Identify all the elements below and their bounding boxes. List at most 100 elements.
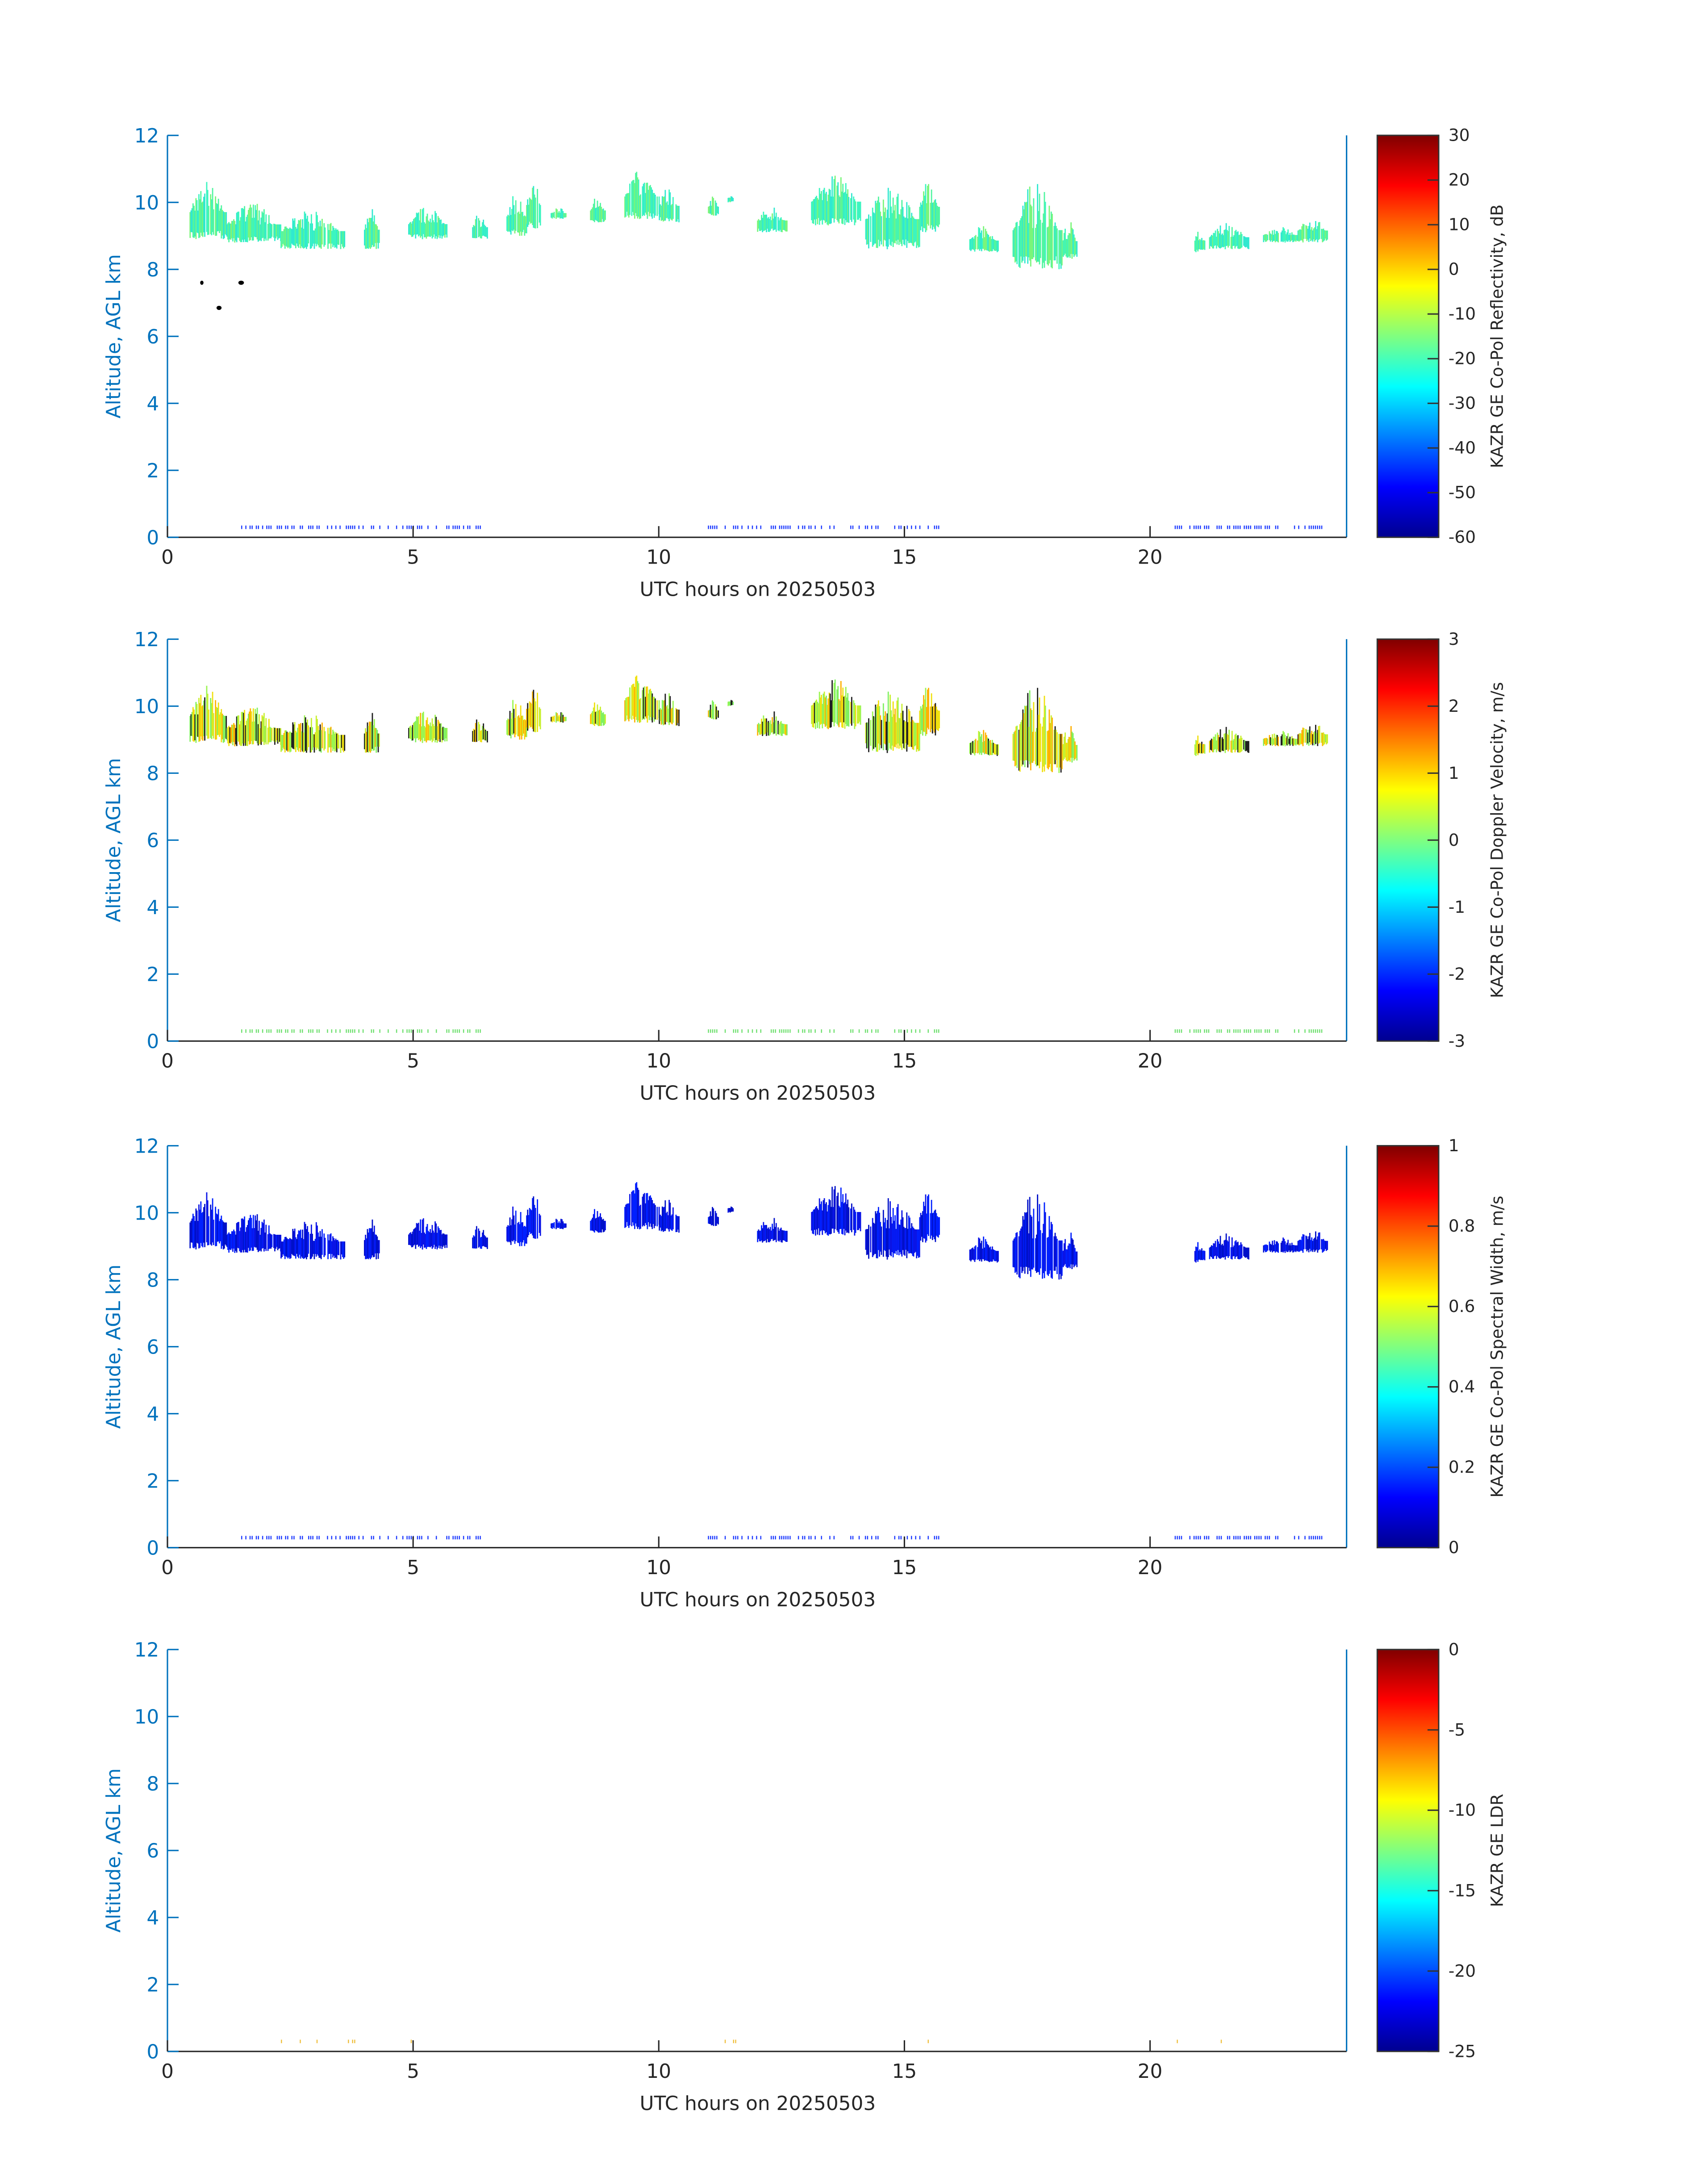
surface-clutter [1317,1536,1318,1540]
surface-clutter [1220,1536,1222,1540]
cloud-echo [245,1232,246,1253]
colorbar [1376,134,1440,538]
cloud-echo [890,1217,892,1257]
surface-clutter [350,525,351,529]
cloud-echo [1195,236,1197,252]
cloud-echo [1232,1247,1234,1257]
cloud-echo [1274,234,1276,242]
surface-clutter [1235,525,1237,529]
cloud-echo [909,1217,910,1254]
cloud-echo [598,206,600,222]
cloud-echo [261,715,263,742]
cloud-echo [591,1219,593,1231]
black-marker [200,280,204,285]
y-tick-label: 10 [134,695,159,718]
cloud-echo [889,1201,891,1255]
surface-clutter [446,1029,447,1033]
cloud-echo [211,703,213,739]
cloud-echo [928,1194,929,1236]
cloud-echo [866,1229,868,1255]
cloud-echo [207,694,209,739]
surface-clutter [1256,525,1257,529]
cloud-echo [425,1234,426,1248]
surface-clutter [1258,1536,1260,1540]
cloud-echo [487,1237,488,1249]
cloud-echo [973,238,975,250]
cloud-echo [939,207,940,225]
cloud-echo [1072,229,1074,255]
cloud-echo [731,700,733,705]
cloud-echo [248,1220,249,1248]
surface-clutter [821,1536,822,1540]
cloud-echo [629,687,631,719]
cloud-echo [249,208,250,241]
cloud-echo [637,681,639,723]
cloud-echo [511,712,513,735]
cloud-echo [1214,233,1215,246]
cloud-echo [485,1237,487,1248]
cloud-echo [1219,729,1221,752]
cloud-echo [1318,1233,1320,1250]
cloud-echo [1033,1208,1035,1268]
cloud-echo [972,237,973,249]
cloud-echo [527,199,529,227]
cloud-echo [260,217,262,241]
cloud-echo [434,715,436,743]
cloud-echo [821,1201,822,1231]
cloud-echo [840,681,842,723]
cloud-echo [323,1233,325,1258]
cloud-echo [729,197,731,202]
cloud-echo [1220,1245,1222,1258]
surface-clutter [934,1536,935,1540]
cloud-echo [975,235,977,250]
cloud-echo [1211,234,1212,247]
cloud-echo [595,1218,596,1230]
cloud-echo [279,224,280,238]
surface-clutter [756,1029,757,1033]
cloud-echo [445,1234,447,1245]
cloud-echo [1198,744,1200,753]
cloud-echo [213,713,214,739]
cloud-echo [660,708,661,721]
cloud-echo [1054,726,1056,765]
cloud-echo [1195,740,1197,756]
cloud-echo [677,710,679,723]
cloud-echo [298,723,300,752]
cloud-echo [287,229,289,248]
cloud-echo [294,1228,296,1256]
surface-clutter [898,1536,900,1540]
cloud-echo [424,222,425,238]
cloud-echo [1048,709,1050,768]
cloud-echo [1324,734,1326,743]
surface-clutter [938,1029,940,1033]
surface-clutter [789,1029,791,1033]
cloud-echo [203,1207,205,1243]
cloud-echo [675,1215,677,1233]
cloud-echo [430,726,432,740]
surface-clutter [898,525,900,529]
cloud-echo [225,716,226,738]
surface-clutter [467,1536,468,1540]
cloud-echo [994,1250,995,1261]
surface-clutter [1179,1029,1180,1033]
cloud-echo [1282,230,1283,242]
cloud-echo [922,704,923,736]
cloud-echo [877,1207,879,1250]
cloud-echo [926,203,927,230]
cloud-echo [280,1241,282,1259]
cloud-echo [640,194,641,219]
surface-clutter [346,525,347,529]
surface-clutter [1193,1536,1195,1540]
colorbar-tick-label: 0.6 [1449,1296,1475,1316]
surface-clutter [255,525,257,529]
cloud-echo [483,1230,484,1246]
cloud-echo [914,1229,915,1253]
surface-clutter [1189,525,1190,529]
cloud-echo [851,193,852,222]
surface-clutter [798,525,799,529]
cloud-echo [199,703,201,741]
cloud-echo [764,719,765,735]
cloud-echo [1322,229,1324,242]
cloud-echo [817,702,819,728]
surface-clutter [808,525,810,529]
